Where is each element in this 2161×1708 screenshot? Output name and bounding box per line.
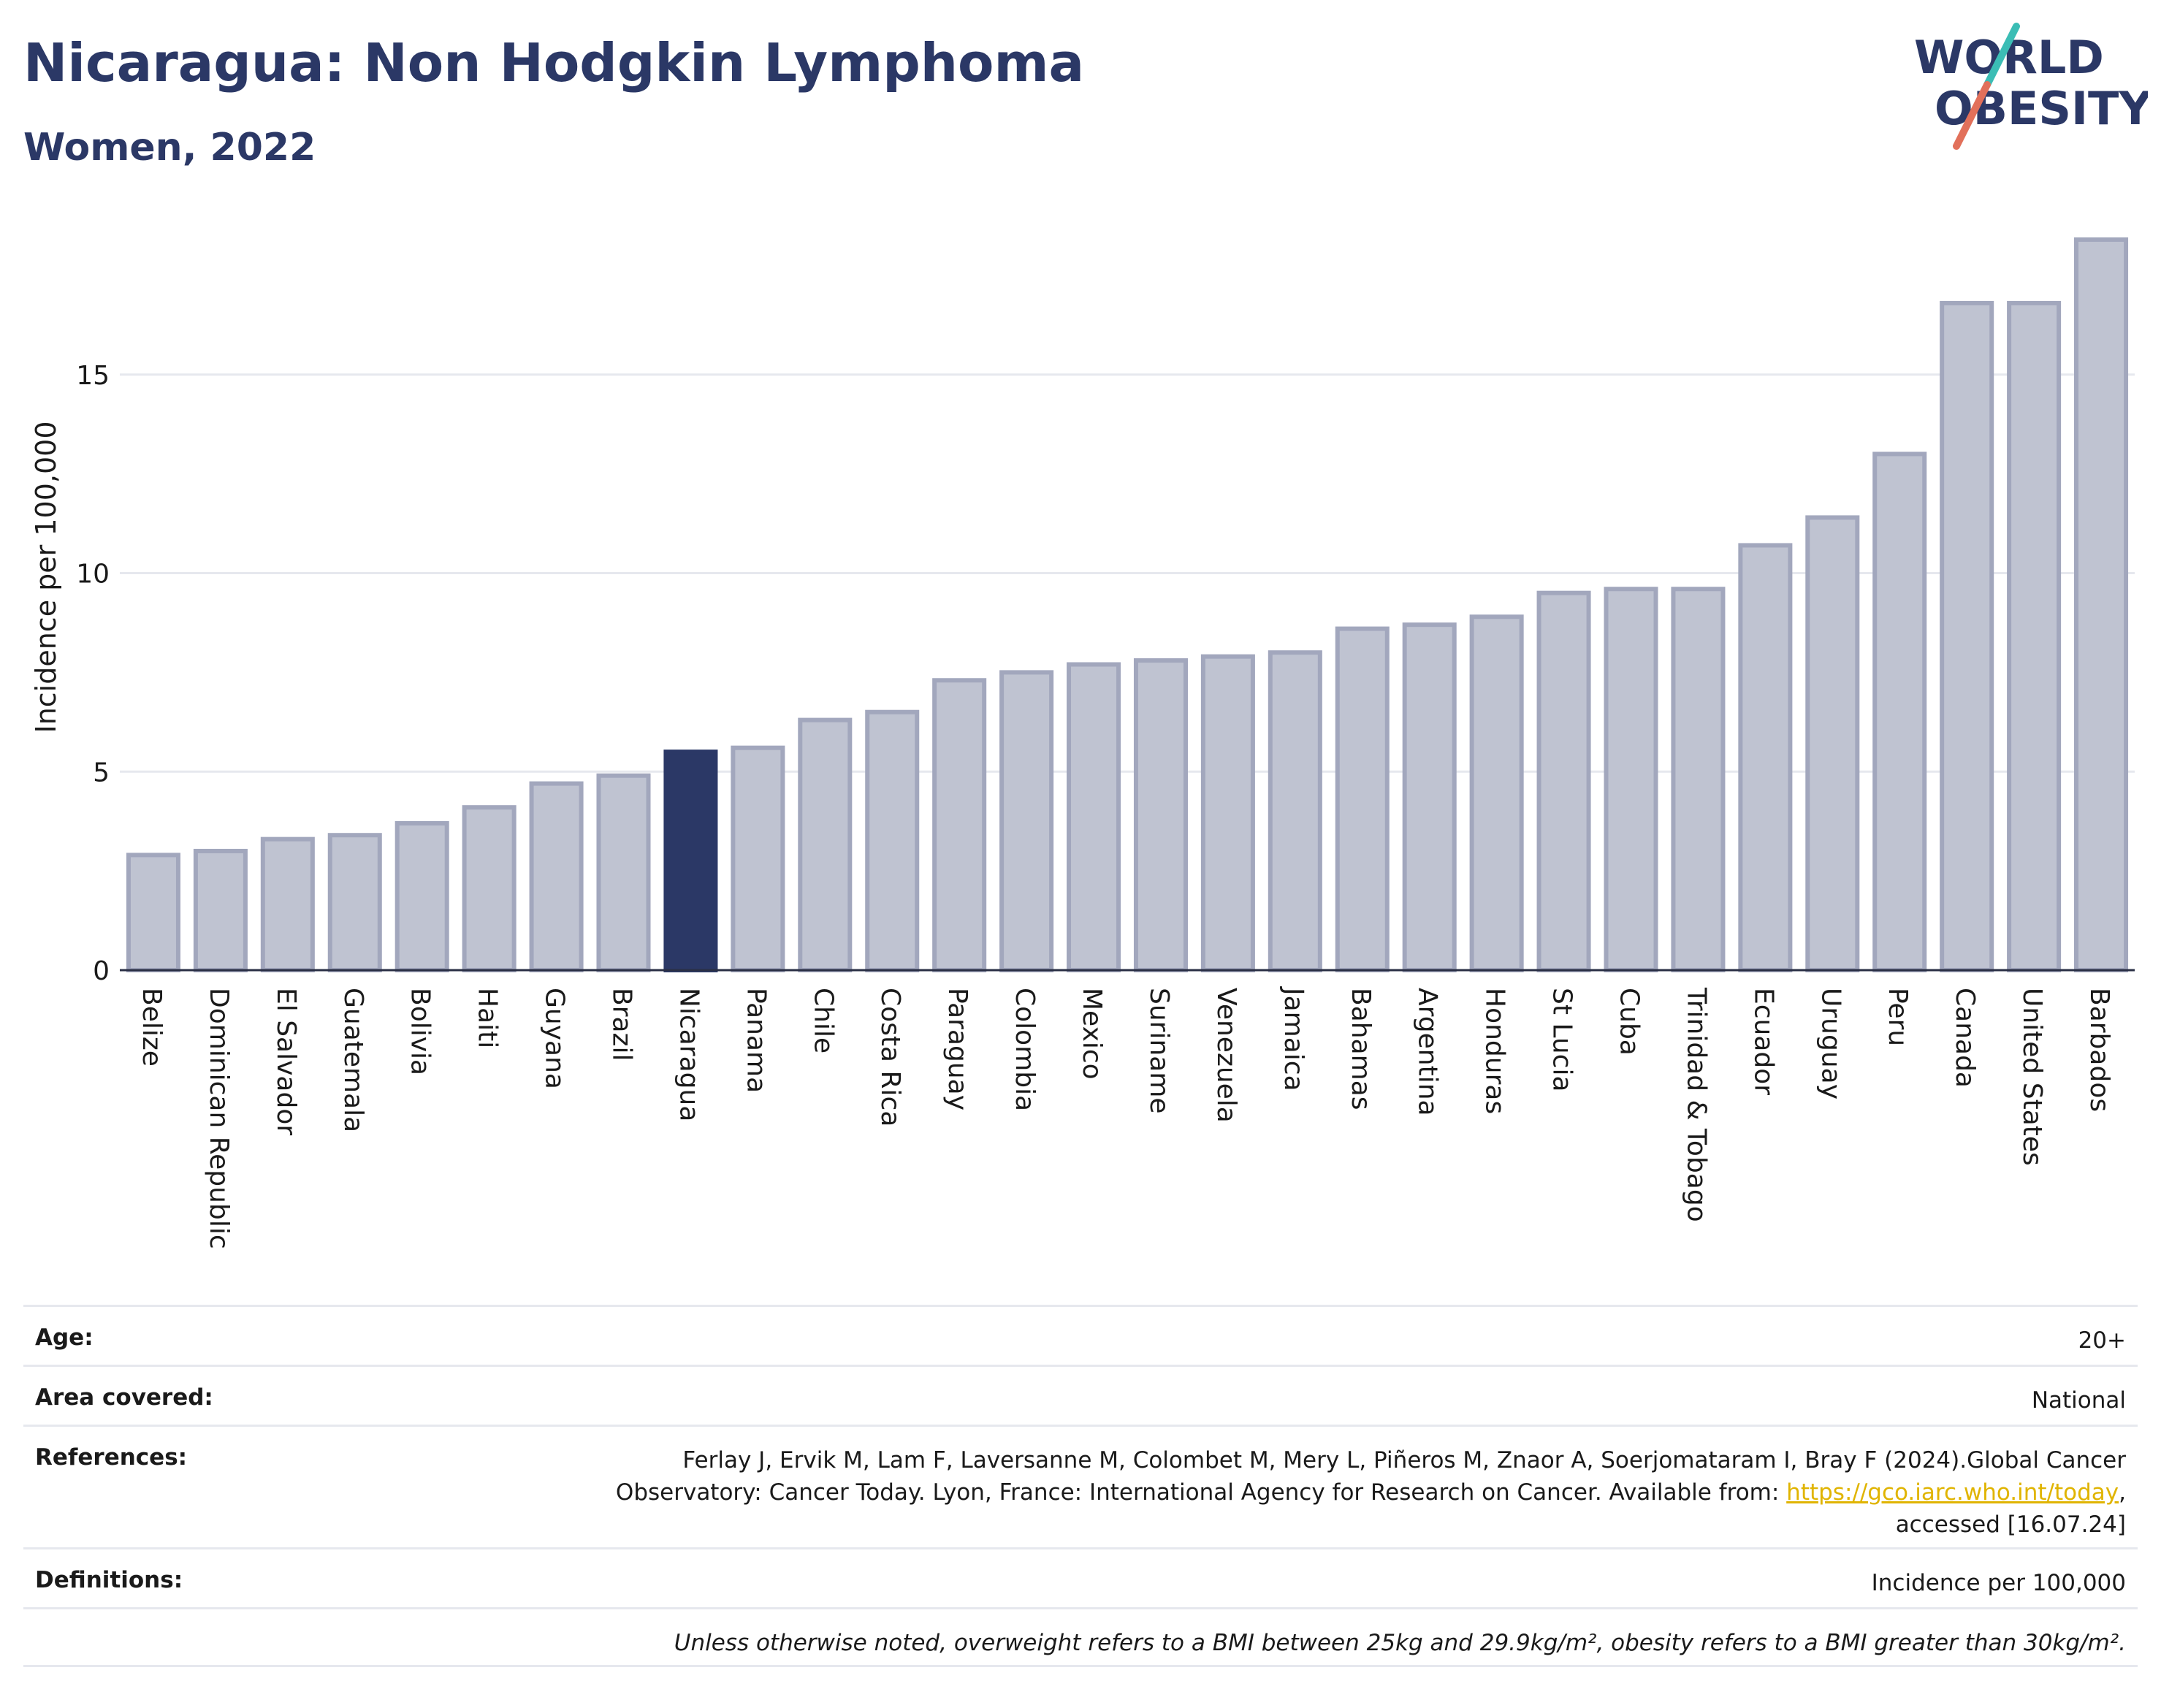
- references-link[interactable]: https://gco.iarc.who.int/today: [1786, 1479, 2119, 1506]
- area-label: Area covered:: [35, 1384, 213, 1411]
- bar-uruguay: [1805, 515, 1860, 973]
- page-subtitle: Women, 2022: [23, 126, 316, 169]
- x-tick-label-united-states: United States: [2017, 988, 2047, 1166]
- bar-bolivia: [395, 820, 449, 973]
- references-line-1: Ferlay J, Ervik M, Lam F, Laversanne M, …: [682, 1447, 2126, 1473]
- references-value: Ferlay J, Ervik M, Lam F, Laversanne M, …: [616, 1444, 2126, 1547]
- x-tick-label-honduras: Honduras: [1480, 988, 1510, 1114]
- meta-row-age: Age: 20+: [23, 1305, 2138, 1365]
- x-tick-label-haiti: Haiti: [473, 988, 503, 1048]
- references-line-3: accessed [16.07.24]: [1895, 1511, 2126, 1538]
- bar-dominican-republic: [193, 848, 248, 973]
- bar-chart: 0 5 10 15 Belize Dominican Republic El Salvado…: [30, 237, 2135, 1249]
- x-tick-label-bahamas: Bahamas: [1346, 988, 1376, 1110]
- x-tick-label-nicaragua: Nicaragua: [674, 988, 704, 1121]
- definitions-label: Definitions:: [35, 1567, 183, 1593]
- x-tick-label-ecuador: Ecuador: [1748, 988, 1778, 1095]
- bar-panama: [731, 745, 785, 972]
- page-title: Nicaragua: Non Hodgkin Lymphoma: [23, 32, 1085, 94]
- x-tick-label-argentina: Argentina: [1413, 988, 1443, 1116]
- age-label: Age:: [35, 1324, 94, 1351]
- bar-guatemala: [327, 833, 382, 973]
- bar-colombia: [999, 670, 1054, 972]
- x-tick-label-colombia: Colombia: [1010, 988, 1040, 1111]
- metadata-table: Age: 20+ Area covered: National Referenc…: [23, 1305, 2138, 1667]
- bar-jamaica: [1268, 650, 1322, 972]
- bar-el-salvador: [260, 836, 315, 973]
- references-line-2-text: Observatory: Cancer Today. Lyon, France:…: [615, 1479, 1787, 1506]
- label-layer: 0 5 10 15 Belize Dominican Republic El Salvado…: [76, 361, 2114, 1249]
- x-tick-label-venezuela: Venezuela: [1211, 988, 1241, 1123]
- bar-suriname: [1133, 658, 1188, 972]
- bar-argentina: [1402, 622, 1457, 973]
- meta-row-references: References: Ferlay J, Ervik M, Lam F, La…: [23, 1425, 2138, 1547]
- bar-trinidad-tobago: [1671, 587, 1726, 972]
- x-tick-label-st-lucia: St Lucia: [1547, 988, 1577, 1092]
- x-tick-label-el-salvador: El Salvador: [271, 988, 301, 1135]
- bar-costa-rica: [865, 709, 920, 972]
- bar-ecuador: [1738, 543, 1793, 972]
- x-tick-label-suriname: Suriname: [1144, 988, 1174, 1114]
- meta-row-note: Unless otherwise noted, overweight refer…: [23, 1607, 2138, 1667]
- grid-layer: [120, 373, 2135, 773]
- x-tick-label-barbados: Barbados: [2084, 988, 2114, 1112]
- bar-haiti: [462, 805, 517, 972]
- bar-venezuela: [1200, 654, 1255, 972]
- x-tick-label-panama: Panama: [741, 988, 771, 1093]
- y-tick-label: 0: [93, 956, 110, 986]
- x-tick-label-peru: Peru: [1883, 988, 1913, 1046]
- bar-peru: [1872, 451, 1927, 972]
- world-obesity-logo: WORLD OBESITY: [1914, 23, 2148, 150]
- x-tick-label-mexico: Mexico: [1077, 988, 1107, 1080]
- bar-chile: [798, 717, 853, 972]
- bar-bahamas: [1335, 626, 1390, 973]
- bar-mexico: [1067, 662, 1121, 972]
- x-tick-label-guyana: Guyana: [540, 988, 570, 1089]
- x-tick-label-uruguay: Uruguay: [1815, 988, 1845, 1099]
- x-tick-label-dominican-republic: Dominican Republic: [204, 988, 234, 1249]
- references-label: References:: [35, 1444, 188, 1471]
- references-line-2: Observatory: Cancer Today. Lyon, France:…: [616, 1476, 2126, 1509]
- x-tick-label-jamaica: Jamaica: [1278, 986, 1308, 1091]
- definitions-value: Incidence per 100,000: [1871, 1570, 2126, 1596]
- bar-paraguay: [932, 678, 987, 972]
- bar-layer: [126, 237, 2129, 973]
- bar-guyana: [529, 781, 584, 972]
- bar-united-states: [2007, 300, 2062, 973]
- x-tick-label-trinidad-tobago: Trinidad & Tobago: [1681, 987, 1711, 1222]
- bar-st-lucia: [1536, 590, 1591, 972]
- bar-canada: [1940, 300, 1994, 973]
- x-tick-label-canada: Canada: [1950, 988, 1980, 1088]
- x-tick-label-bolivia: Bolivia: [405, 988, 435, 1075]
- bar-cuba: [1604, 587, 1658, 972]
- x-tick-label-belize: Belize: [137, 988, 167, 1067]
- x-tick-label-paraguay: Paraguay: [942, 988, 972, 1110]
- references-line-2-suffix: ,: [2119, 1479, 2126, 1506]
- bar-honduras: [1469, 614, 1524, 972]
- x-tick-label-guatemala: Guatemala: [338, 988, 368, 1132]
- x-tick-label-cuba: Cuba: [1615, 988, 1644, 1056]
- y-axis-label: Incidence per 100,000: [30, 421, 62, 733]
- meta-row-definitions: Definitions: Incidence per 100,000: [23, 1547, 2138, 1607]
- y-tick-label: 15: [76, 361, 110, 391]
- bar-brazil: [596, 773, 651, 972]
- logo-slash-teal: [1983, 23, 2020, 88]
- bar-nicaragua: [663, 750, 718, 972]
- area-value: National: [2031, 1387, 2126, 1414]
- bmi-note: Unless otherwise noted, overweight refer…: [674, 1630, 2126, 1656]
- bar-belize: [126, 853, 180, 973]
- meta-row-area: Area covered: National: [23, 1365, 2138, 1425]
- x-tick-label-costa-rica: Costa Rica: [875, 988, 905, 1126]
- x-tick-label-brazil: Brazil: [607, 988, 637, 1061]
- logo-slash-red: [1953, 81, 1991, 150]
- x-tick-label-chile: Chile: [808, 988, 838, 1053]
- age-value: 20+: [2078, 1327, 2126, 1354]
- y-tick-label: 5: [93, 758, 110, 788]
- y-tick-label: 10: [76, 560, 110, 590]
- bar-barbados: [2074, 237, 2129, 972]
